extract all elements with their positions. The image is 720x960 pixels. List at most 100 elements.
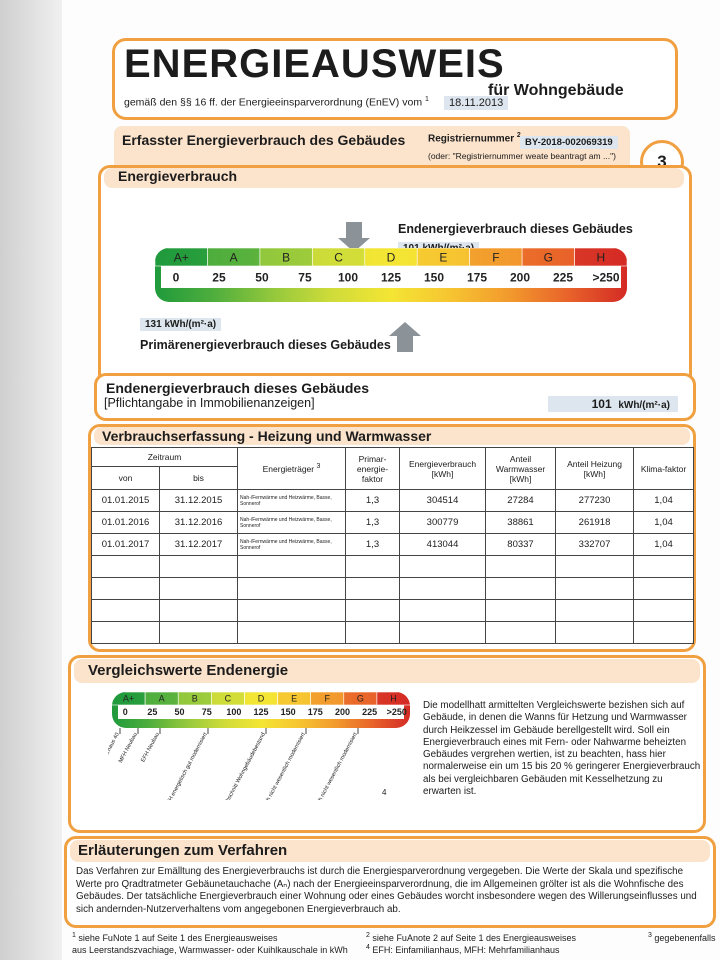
th-primar: Primar-energie-faktor: [345, 447, 401, 490]
table-row: 01.01.2016 31.12.2016 Nah-/Fernwärme und H…: [91, 511, 695, 534]
table-cell: 01.01.2015: [91, 489, 160, 512]
empty-row: [91, 621, 695, 644]
reg-label: Registriernummer 2: [428, 132, 521, 144]
subtitle: für Wohngebäude: [488, 82, 624, 99]
footnote: 3 gegebenenfalls: [648, 932, 715, 943]
scale-label: 125: [253, 707, 268, 717]
empty-cell: [345, 621, 401, 644]
erl-text: Das Verfahren zur Emälltung des Energiev…: [76, 866, 697, 915]
energy-band: [104, 168, 684, 188]
empty-cell: [399, 555, 487, 578]
empty-cell: [345, 555, 401, 578]
empty-cell: [91, 621, 160, 644]
footnotes: 1 siehe FuNote 1 auf Seite 1 des Energie…: [66, 932, 716, 960]
pflicht-subtitle: [Pflichtangabe in Immobilienanzeigen]: [104, 396, 315, 410]
reg-label-text: Registriernummer: [428, 133, 515, 145]
empty-cell: [158, 599, 239, 622]
primary-value: 131 kWh/(m²·a): [140, 318, 222, 331]
empty-cell: [555, 577, 635, 600]
footnote-mark: 2: [366, 932, 370, 939]
erl-title: Erläuterungen zum Verfahren: [78, 842, 288, 859]
footnote-mark: 1: [72, 932, 76, 939]
scale-label: 25: [147, 707, 157, 717]
class-label: E: [439, 250, 447, 264]
table-cell: 304514: [399, 489, 487, 512]
scale-label: 75: [298, 270, 312, 284]
table-cell: 31.12.2017: [158, 533, 239, 556]
end-arrow: [338, 222, 370, 252]
scale-label: 225: [362, 707, 377, 717]
scale-white: [161, 266, 621, 288]
scale-label: >250: [593, 270, 620, 284]
vergleich-text: Die modellhatt armittelten Vergleichswer…: [423, 700, 701, 798]
energy-title: Energieverbrauch: [118, 168, 238, 184]
empty-cell: [633, 599, 695, 622]
head-row: von bis: [91, 466, 694, 490]
th-zeitraum: Zeitraum: [90, 447, 239, 467]
table-cell: 1,04: [633, 489, 695, 512]
class-label: C: [334, 250, 343, 264]
table-cell: Nah-/Fernwärme und Heizwärme, Basse, Son…: [237, 533, 347, 556]
class-label: E: [291, 694, 297, 704]
empty-cell: [633, 621, 695, 644]
reference-label: Durchschnitt Wohngebäudebestand: [220, 732, 267, 800]
scale-label: 0: [173, 270, 180, 284]
legal: gemäß den §§ 16 ff. der Energieeinsparve…: [124, 96, 429, 109]
footnote: 1 siehe FuNote 1 auf Seite 1 des Energie…: [72, 932, 278, 943]
scale-label: >250: [387, 707, 407, 717]
scale-label: 175: [467, 270, 487, 284]
empty-cell: [91, 599, 160, 622]
empty-cell: [633, 577, 695, 600]
pflicht-unit: kWh/(m²·a): [618, 400, 670, 411]
scale-label: 50: [255, 270, 269, 284]
pflicht-number: 101: [591, 397, 612, 411]
empty-cell: [158, 555, 239, 578]
reference-label: EFH energetisch gut modernisiert: [164, 731, 209, 800]
class-label: G: [357, 694, 364, 704]
empty-cell: [237, 621, 347, 644]
empty-cell: [91, 555, 160, 578]
table-cell: 1,04: [633, 533, 695, 556]
empty-cell: [555, 621, 635, 644]
class-label: A+: [174, 250, 189, 264]
empty-cell: [345, 599, 401, 622]
reference-label: MFH Neubau: [118, 732, 139, 764]
empty-cell: [555, 555, 635, 578]
table-cell: 1,04: [633, 511, 695, 534]
table-cell: 80337: [485, 533, 557, 556]
empty-row: [91, 555, 695, 578]
class-label: G: [544, 250, 553, 264]
scale-label: 50: [175, 707, 185, 717]
th-traeger-text: Energieträger: [262, 463, 315, 474]
scale-label: 25: [212, 270, 226, 284]
empty-cell: [158, 577, 239, 600]
pflicht-value: 101 kWh/(m²·a): [548, 396, 678, 412]
table-head: Zeitraum Energieträger 3 Primar-energie-…: [90, 447, 695, 490]
table-cell: 31.12.2015: [158, 489, 239, 512]
legal-mark: 1: [424, 96, 429, 103]
class-label: F: [324, 694, 330, 704]
scale-bar: [155, 248, 627, 302]
reg-note: (oder: "Registriernummer weate beantragt…: [428, 151, 616, 161]
vergleich-box: [68, 655, 706, 833]
table-row: 01.01.2017 31.12.2017 Nah-/Fernwärme und H…: [91, 533, 695, 556]
table-cell: Nah-/Fernwärme und Heizwärme, Basse, Son…: [237, 489, 347, 512]
table-cell: 413044: [399, 533, 487, 556]
primary-arrow: [389, 322, 421, 352]
table-cell: 1,3: [345, 511, 401, 534]
table-cell: 38861: [485, 511, 557, 534]
footnote: aus Leerstandszvachiage, Warmwasser- ode…: [72, 944, 348, 955]
energy-scale: A+ A B C D E F G H 0 25 50 75 100 125 150 175 200 225 >250: [155, 222, 627, 352]
erl-band: [70, 840, 710, 862]
vergleich-title: Vergleichswerte Endenergie: [88, 662, 289, 679]
scale-label: 100: [226, 707, 241, 717]
th-von: von: [91, 466, 160, 490]
class-label: A: [159, 694, 165, 704]
table-cell: 01.01.2016: [91, 511, 160, 534]
th-klima: Klima-faktor: [633, 447, 695, 490]
class-label: C: [225, 694, 232, 704]
title: ENERGIEAUSWEIS: [124, 42, 505, 86]
th-traeger: Energieträger 3: [237, 447, 347, 490]
empty-cell: [485, 599, 557, 622]
